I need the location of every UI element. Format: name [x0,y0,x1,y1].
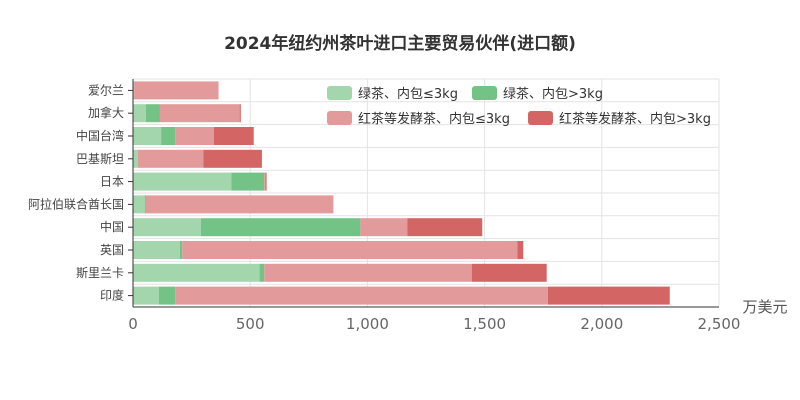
category-label: 日本 [100,175,124,189]
x-tick-label: 1,500 [463,315,506,333]
bar-segment [158,286,176,305]
bar-segment [133,81,135,100]
x-tick-label: 2,500 [698,315,741,333]
legend-swatch [528,111,553,125]
bar-segment [144,195,146,214]
bar-segment [179,241,183,259]
x-tick-label: 1,000 [346,315,389,333]
bar-segment [264,263,472,282]
bar-segment [134,81,219,100]
bar-segment [200,218,361,237]
bar-segment [175,127,214,145]
bar-segment [360,218,408,237]
bar-segment [145,195,334,214]
legend-swatch [327,86,352,100]
bar-segment [133,149,138,168]
tick-labels: 0 500 1,000 1,500 2,000 2,500 [128,315,740,333]
x-tick-label: 500 [236,315,265,333]
bar-segment [133,241,180,259]
legend-label: 红茶等发酵茶、内包≤3kg [358,111,510,127]
legend-label: 红茶等发酵茶、内包>3kg [559,111,711,127]
bar-segment [133,218,201,237]
legend: 绿茶、内包≤3kg 绿茶、内包>3kg 红茶等发酵茶、内包≤3kg 红茶等发酵茶、内包… [327,86,711,127]
bar-segment [145,104,160,123]
legend-label: 绿茶、内包≤3kg [358,86,458,102]
bar-segment [213,127,254,145]
bar-segment [547,286,670,305]
bar-segment [133,263,260,282]
x-axis-unit-label: 万美元 [742,298,787,316]
axes [128,79,719,308]
bars [133,81,670,305]
bar-segment [239,104,241,123]
bar-segment [203,149,262,168]
bar-segment [133,172,232,191]
bar-segment [407,218,483,237]
bar-segment [133,104,146,123]
bar-segment [517,241,524,259]
category-labels: 印度 斯里兰卡 英国 中国 阿拉伯联合酋长国 日本 巴基斯坦 中国台湾 加拿大 爱尔兰 [28,82,124,302]
x-tick-label: 2,000 [580,315,623,333]
bar-segment [159,104,240,123]
category-label: 中国台湾 [76,128,124,143]
category-label: 爱尔兰 [88,82,124,97]
category-label: 加拿大 [88,105,124,120]
bar-segment [265,172,267,191]
bar-segment [175,286,548,305]
bar-segment [133,286,159,305]
bar-segment [182,241,518,259]
category-label: 中国 [100,219,124,234]
bar-segment [471,263,547,282]
bar-segment [161,127,176,145]
x-tick-label: 0 [128,315,138,333]
bar-segment [264,172,266,191]
category-label: 英国 [100,243,124,257]
chart-title: 2024年纽约州茶叶进口主要贸易伙伴(进口额) [224,33,576,54]
category-label: 斯里兰卡 [76,266,124,280]
bar-segment [133,195,145,214]
category-label: 印度 [100,288,124,303]
category-label: 阿拉伯联合酋长国 [28,196,124,211]
bar-segment [259,263,265,282]
legend-swatch [472,86,497,100]
bar-segment [137,149,204,168]
grid-lines [133,78,720,308]
legend-swatch [327,111,352,125]
bar-segment [231,172,265,191]
legend-label: 绿茶、内包>3kg [503,86,603,102]
category-label: 巴基斯坦 [76,152,124,166]
bar-segment [133,127,162,145]
